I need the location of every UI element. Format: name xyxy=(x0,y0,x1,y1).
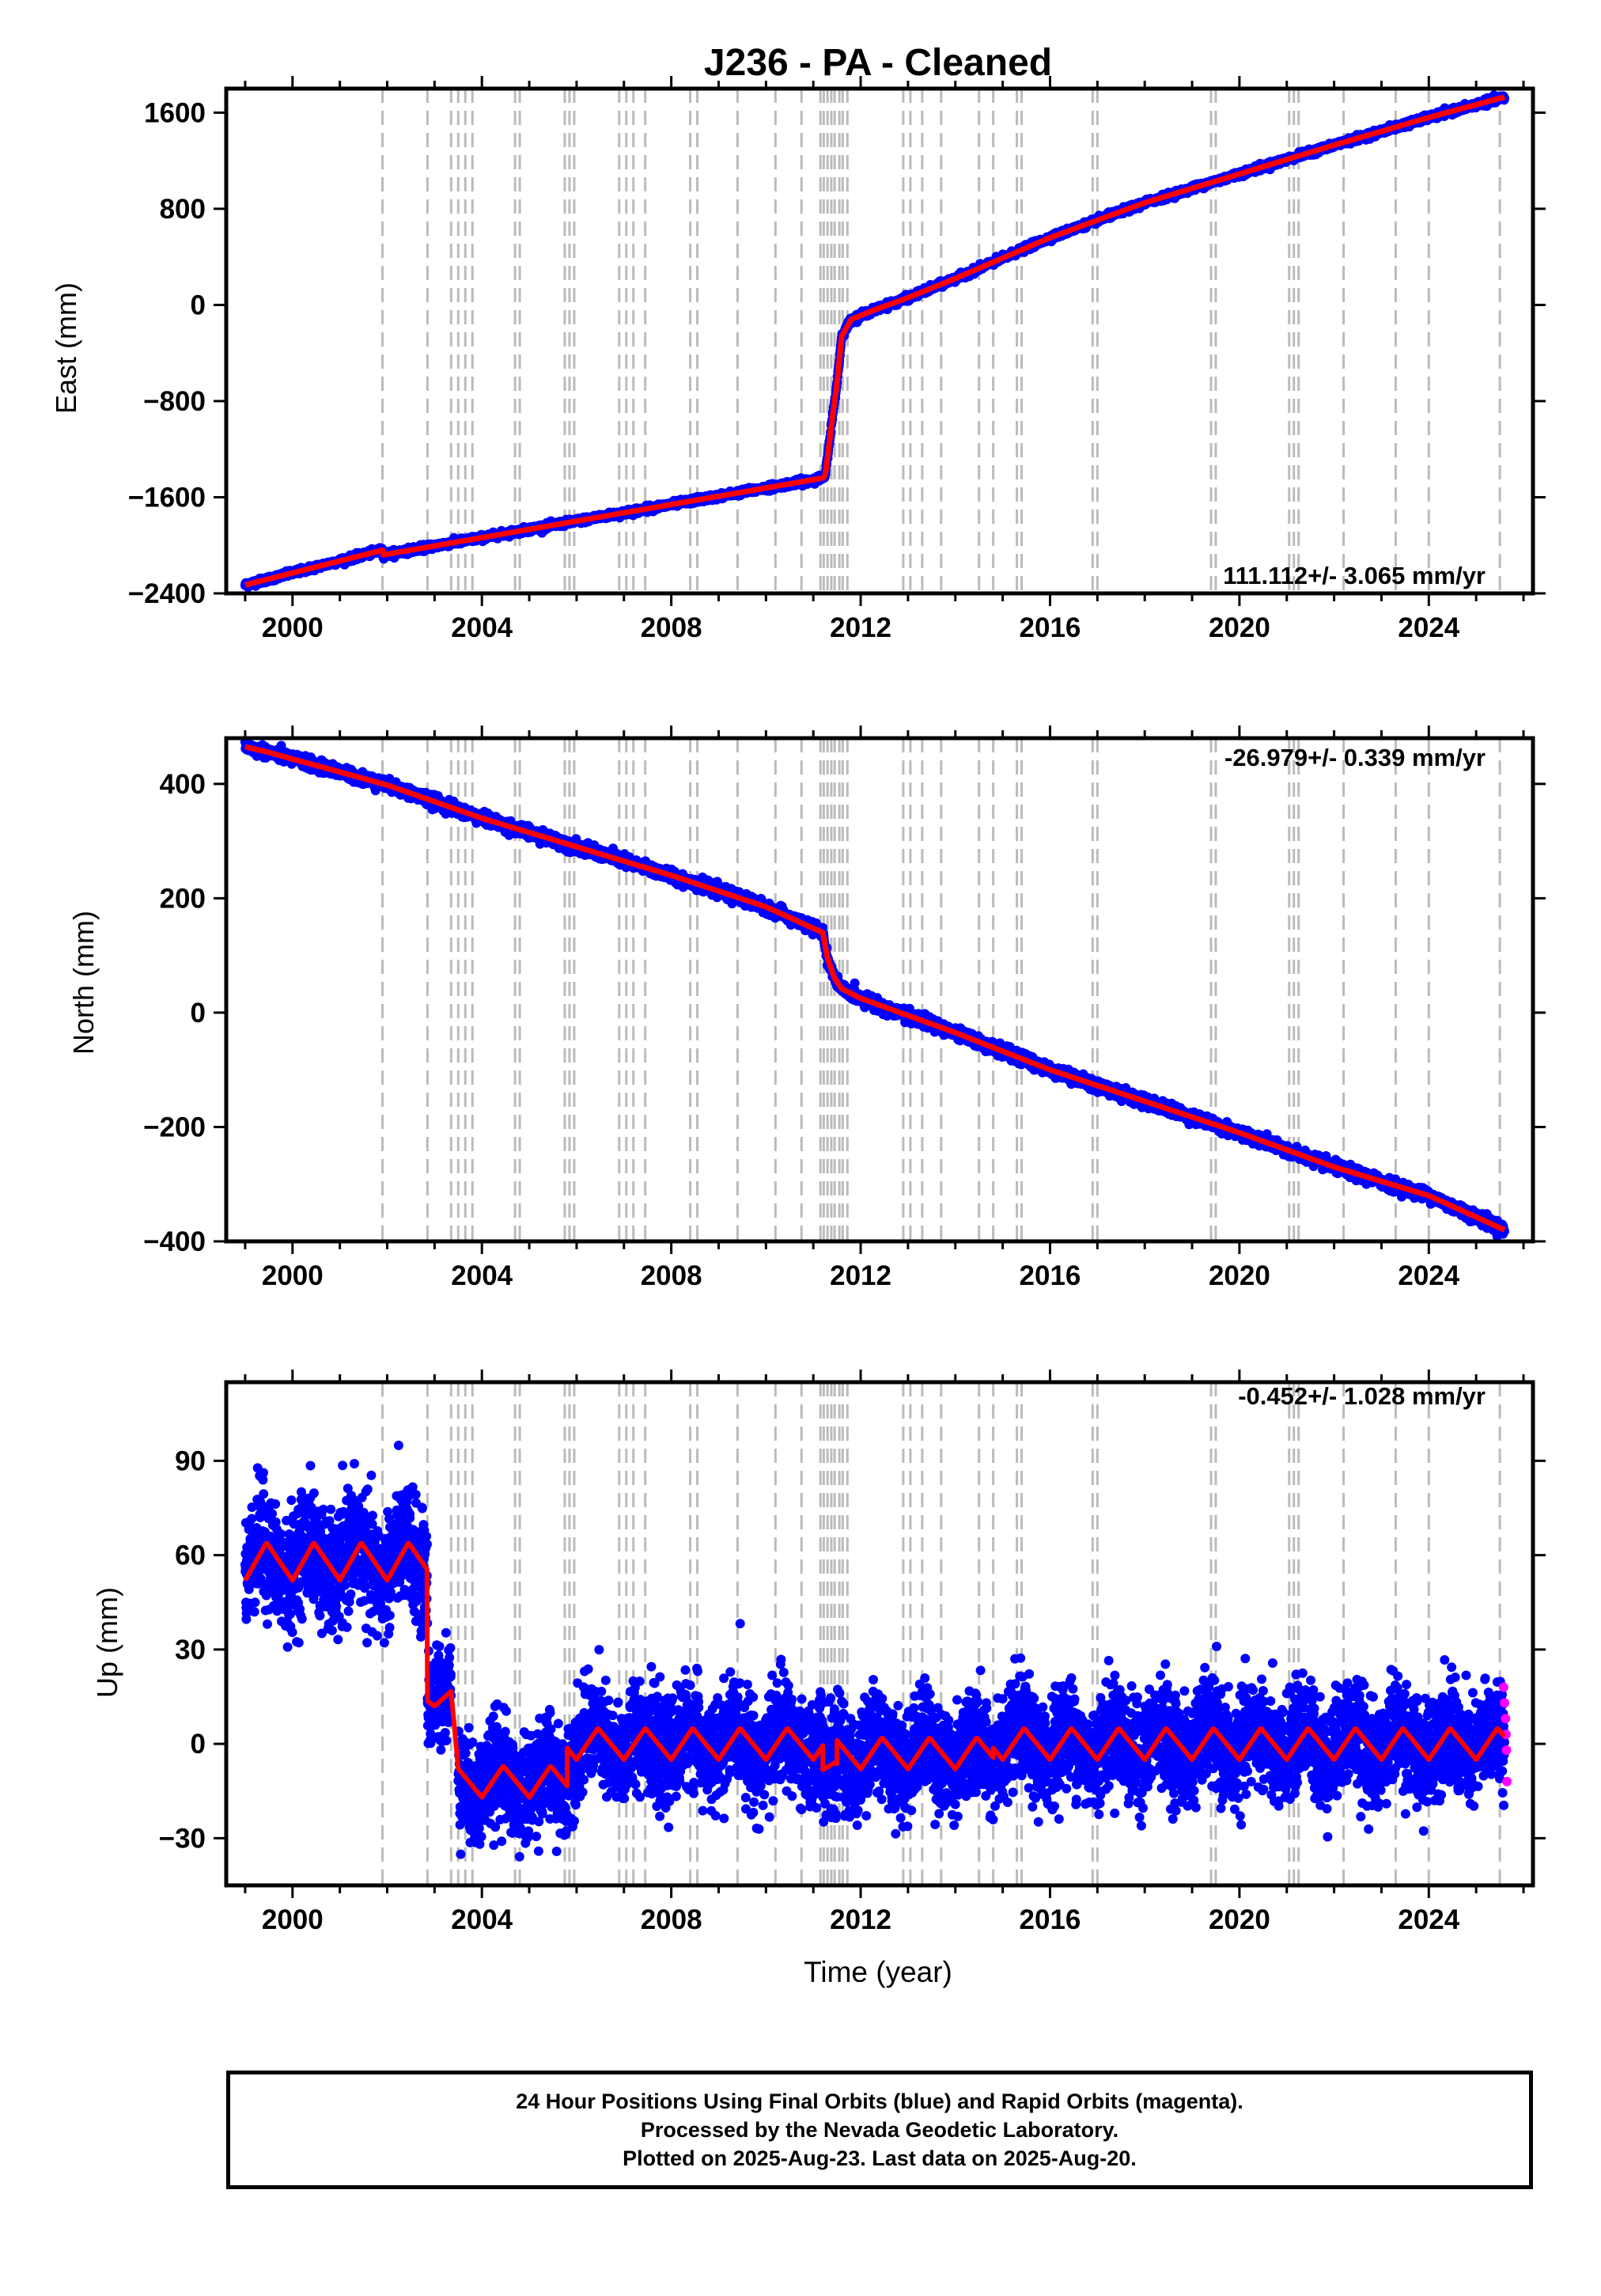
model-curve xyxy=(243,94,1507,588)
east-panel: −2400 −1600 −800 0 800 1600 2000 2004 2008 2012 20… xyxy=(50,76,1546,643)
final-orbit-points xyxy=(240,738,1509,1241)
x-tick-label: 2024 xyxy=(1398,612,1459,643)
y-tick-label: 0 xyxy=(191,290,206,320)
x-tick-label: 2000 xyxy=(262,612,324,643)
y-tick-label: −2400 xyxy=(128,578,206,609)
plot-frame xyxy=(224,86,1535,596)
y-tick-label: −1600 xyxy=(128,482,206,513)
x-tick-label: 2004 xyxy=(451,612,513,643)
event-lines xyxy=(381,89,1501,593)
x-tick-label: 2012 xyxy=(830,612,891,643)
east-ylabel: East (mm) xyxy=(50,282,82,414)
x-tick-label: 2008 xyxy=(641,612,702,643)
chart-title: J236 - PA - Cleaned xyxy=(704,42,1052,84)
x-tick-label: 2020 xyxy=(1209,612,1270,643)
y-tick-label: −800 xyxy=(143,386,206,417)
final-orbit-points xyxy=(240,90,1509,593)
y-tick-label: 800 xyxy=(160,194,206,225)
east-rate-label: 111.112+/- 3.065 mm/yr xyxy=(1223,562,1486,589)
x-tick-label: 2016 xyxy=(1020,612,1081,643)
model-line xyxy=(243,94,1507,588)
y-tick-label: 1600 xyxy=(144,97,206,128)
